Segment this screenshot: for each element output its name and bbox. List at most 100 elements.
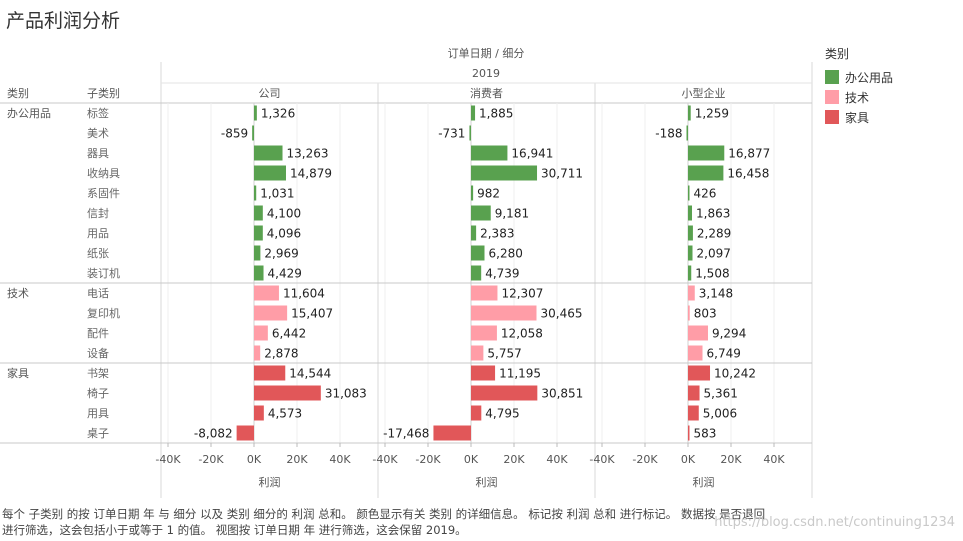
page-title: 产品利润分析 xyxy=(6,10,121,32)
data-label: 1,863 xyxy=(696,207,730,221)
header-year: 2019 xyxy=(472,67,500,80)
data-label: 15,407 xyxy=(291,307,333,321)
data-label: 6,442 xyxy=(272,327,306,341)
bar xyxy=(688,225,693,241)
data-label: 2,289 xyxy=(697,227,731,241)
bar xyxy=(254,305,288,321)
bar xyxy=(252,125,254,141)
data-label: 5,757 xyxy=(487,347,521,361)
segment-header: 小型企业 xyxy=(682,86,726,100)
x-tick-label: 20K xyxy=(720,453,742,466)
category-label: 办公用品 xyxy=(7,107,51,120)
data-label: 4,573 xyxy=(268,407,302,421)
data-label: 12,058 xyxy=(501,327,543,341)
data-label: 16,877 xyxy=(728,147,770,161)
x-axis-title: 利润 xyxy=(259,475,281,489)
data-label: 1,508 xyxy=(695,267,729,281)
bar xyxy=(469,125,471,141)
data-label: 3,148 xyxy=(699,287,733,301)
data-label: 2,383 xyxy=(480,227,514,241)
bar xyxy=(254,185,257,201)
data-label: 5,361 xyxy=(704,387,738,401)
data-label: 4,096 xyxy=(267,227,301,241)
data-label: 14,879 xyxy=(290,167,332,181)
bar xyxy=(688,185,690,201)
subcategory-label: 配件 xyxy=(87,327,109,340)
data-label: 12,307 xyxy=(501,287,543,301)
bar xyxy=(236,425,254,441)
data-label: 9,294 xyxy=(712,327,746,341)
x-tick-label: -20K xyxy=(632,453,658,466)
subcategory-label: 用品 xyxy=(87,227,109,240)
data-label: 1,031 xyxy=(260,187,294,201)
data-label: 2,878 xyxy=(264,347,298,361)
data-label: 982 xyxy=(477,187,500,201)
data-label: 14,544 xyxy=(289,367,331,381)
bar xyxy=(688,265,692,281)
legend-swatch-tech xyxy=(825,90,839,104)
data-label: 31,083 xyxy=(325,387,367,401)
x-tick-label: 40K xyxy=(546,453,568,466)
subcategory-label: 电话 xyxy=(87,287,109,300)
data-label: 2,097 xyxy=(697,247,731,261)
watermark: https://blog.csdn.net/continuing1234 xyxy=(714,515,955,530)
bar xyxy=(254,145,283,161)
data-label: -17,468 xyxy=(383,427,429,441)
header-order-date-segment: 订单日期 / 细分 xyxy=(448,47,525,60)
legend-item-office[interactable]: 办公用品 xyxy=(825,67,893,87)
bar xyxy=(471,345,484,361)
data-label: 5,006 xyxy=(703,407,737,421)
bar xyxy=(688,325,708,341)
legend-item-furniture[interactable]: 家具 xyxy=(825,107,893,127)
bar xyxy=(471,225,477,241)
x-tick-label: 0K xyxy=(681,453,696,466)
bar xyxy=(471,405,482,421)
bar xyxy=(254,245,261,261)
data-label: 30,851 xyxy=(541,387,583,401)
bar xyxy=(686,125,688,141)
data-label: 6,749 xyxy=(707,347,741,361)
data-label: 4,429 xyxy=(268,267,302,281)
data-label: 30,711 xyxy=(541,167,583,181)
x-tick-label: 40K xyxy=(329,453,351,466)
x-tick-label: 0K xyxy=(247,453,262,466)
data-label: -859 xyxy=(221,127,248,141)
caption-line-2: 进行筛选，这会包括小于或等于 1 的值。 视图按 订单日期 年 进行筛选，这会保… xyxy=(2,523,467,537)
bar xyxy=(688,425,690,441)
data-label: 1,326 xyxy=(261,107,295,121)
segment-header: 公司 xyxy=(259,87,281,100)
data-label: 1,259 xyxy=(695,107,729,121)
legend-item-tech[interactable]: 技术 xyxy=(825,87,893,107)
data-label: 11,604 xyxy=(283,287,325,301)
subcategory-label: 桌子 xyxy=(87,427,109,440)
data-label: 16,458 xyxy=(727,167,769,181)
bar xyxy=(471,385,538,401)
x-tick-label: -40K xyxy=(589,453,615,466)
x-tick-label: 40K xyxy=(763,453,785,466)
data-label: 9,181 xyxy=(495,207,529,221)
bar xyxy=(471,325,497,341)
bar xyxy=(471,185,474,201)
data-label: 1,885 xyxy=(479,107,513,121)
bar xyxy=(688,305,690,321)
subcategory-label: 美术 xyxy=(87,127,109,140)
caption-line-1: 每个 子类别 的按 订单日期 年 与 细分 以及 类别 细分的 利润 总和。 颜… xyxy=(2,507,766,521)
data-label: 2,969 xyxy=(264,247,298,261)
data-label: -188 xyxy=(655,127,682,141)
bar xyxy=(688,285,695,301)
data-label: 4,795 xyxy=(485,407,519,421)
bar xyxy=(254,385,321,401)
header-subcategory: 子类别 xyxy=(87,86,120,100)
bar xyxy=(471,145,508,161)
bar xyxy=(254,205,263,221)
x-tick-label: 20K xyxy=(286,453,308,466)
bar xyxy=(471,285,498,301)
data-label: 16,941 xyxy=(511,147,553,161)
category-label: 家具 xyxy=(7,366,29,380)
bar xyxy=(471,265,482,281)
legend-label-tech: 技术 xyxy=(845,90,870,105)
bar xyxy=(688,205,693,221)
x-tick-label: 0K xyxy=(464,453,479,466)
subcategory-label: 椅子 xyxy=(87,386,109,400)
bars-layer xyxy=(236,105,725,441)
